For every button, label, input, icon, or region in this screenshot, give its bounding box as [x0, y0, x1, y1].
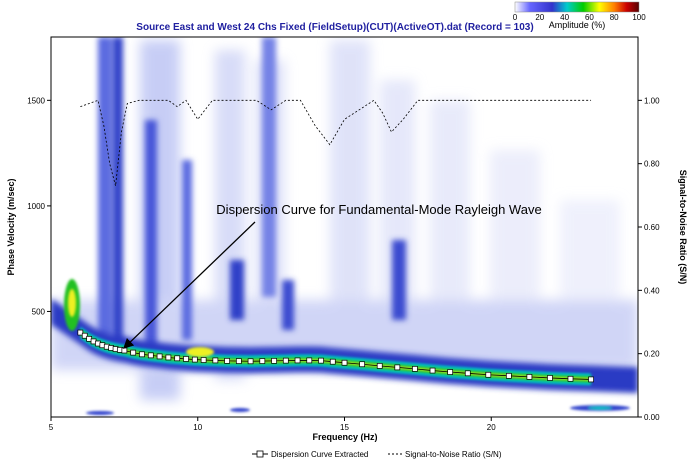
amp-stripe	[282, 280, 294, 330]
legend: Dispersion Curve Extracted Signal-to-Noi…	[252, 450, 502, 459]
x-axis-ticks: 5 10 15 20	[49, 417, 496, 432]
plot-area	[51, 37, 638, 417]
amp-stripe	[113, 37, 123, 347]
dispersion-point	[165, 354, 172, 361]
dispersion-curve-series	[77, 329, 594, 383]
legend-marker-dispersion	[256, 450, 264, 458]
y-tick-label: 1000	[27, 202, 45, 211]
snr-series	[80, 99, 592, 186]
amp-stripe	[230, 260, 244, 320]
dispersion-point	[271, 357, 277, 364]
dispersion-point	[329, 358, 336, 365]
dispersion-point	[318, 357, 324, 364]
dispersion-point	[485, 371, 492, 378]
legend-label-dispersion: Dispersion Curve Extracted	[271, 450, 368, 459]
chart-title: Source East and West 24 Chs Fixed (Field…	[136, 22, 533, 33]
dispersion-point	[306, 357, 313, 364]
legend-label-snr: Signal-to-Noise Ratio (S/N)	[405, 450, 502, 459]
y2-tick-label: 0.00	[644, 413, 660, 422]
colorbar-tick-label: 80	[610, 13, 619, 22]
noise-spots	[86, 405, 630, 415]
colorbar: 0 20 40 60 80 100 Amplitude (%)	[513, 1, 646, 30]
y2-tick-label: 0.80	[644, 160, 660, 169]
dispersion-point	[235, 358, 242, 364]
dispersion-point	[359, 361, 365, 368]
snr-line	[80, 99, 592, 186]
amplitude-stripes	[98, 37, 406, 350]
annotation-arrow	[123, 221, 256, 349]
x-axis-label: Frequency (Hz)	[312, 432, 377, 442]
colorbar-gradient	[514, 1, 640, 13]
noise-spot	[588, 406, 612, 410]
dispersion-point	[588, 376, 594, 383]
amplitude-background	[51, 40, 638, 400]
y2-axis-ticks: 0.00 0.20 0.40 0.60 0.80 1.00	[638, 96, 660, 422]
y-tick-label: 500	[32, 307, 46, 316]
dispersion-point	[183, 356, 189, 362]
amp-stripe	[98, 37, 112, 337]
y2-axis-label: Signal-to-Noise Ratio (S/N)	[678, 170, 688, 285]
y2-tick-label: 0.40	[644, 286, 660, 295]
dispersion-point	[447, 369, 454, 375]
amp-stripe	[262, 37, 276, 297]
dispersion-point	[121, 347, 128, 354]
dispersion-point	[224, 357, 230, 364]
colorbar-tick-label: 0	[513, 13, 518, 22]
y2-tick-label: 0.60	[644, 223, 660, 232]
amp-stripe	[182, 160, 192, 340]
x-tick-label: 5	[49, 423, 54, 432]
dispersion-point	[139, 351, 145, 358]
dispersion-point	[247, 358, 254, 365]
annotation-text: Dispersion Curve for Fundamental-Mode Ra…	[216, 202, 541, 217]
dispersion-point	[174, 355, 181, 362]
dispersion-point	[147, 352, 154, 359]
y2-tick-label: 0.20	[644, 350, 660, 359]
dispersion-point	[341, 359, 348, 366]
dispersion-point	[156, 353, 163, 360]
amp-stripe	[145, 120, 157, 350]
dispersion-point	[412, 366, 418, 372]
noise-spot	[230, 408, 250, 412]
dispersion-point	[130, 349, 137, 356]
y2-tick-label: 1.00	[644, 96, 660, 105]
colorbar-ticks: 0 20 40 60 80 100	[513, 13, 646, 22]
dispersion-point	[464, 370, 471, 377]
dispersion-point	[282, 357, 289, 364]
energy-peak-core	[68, 289, 76, 317]
noise-spot	[86, 411, 114, 415]
energy-peak-2	[186, 347, 214, 357]
dispersion-point	[81, 332, 88, 339]
colorbar-tick-label: 100	[632, 13, 646, 22]
dispersion-point	[526, 374, 533, 380]
dispersion-point	[294, 357, 301, 364]
x-tick-label: 10	[193, 423, 202, 432]
dispersion-point	[191, 356, 198, 363]
y-axis-label: Phase Velocity (m/sec)	[6, 178, 16, 275]
x-tick-label: 20	[487, 423, 496, 432]
y-tick-label: 1500	[27, 96, 45, 105]
dispersion-point	[376, 363, 383, 369]
x-tick-label: 15	[340, 423, 349, 432]
y-axis-ticks: 500 1000 1500	[27, 96, 51, 316]
dispersion-point	[429, 367, 436, 374]
dispersion-point	[77, 329, 84, 336]
colorbar-label: Amplitude (%)	[549, 20, 606, 30]
dispersion-point	[200, 357, 207, 363]
colorbar-tick-label: 60	[585, 13, 594, 22]
annotation: Dispersion Curve for Fundamental-Mode Ra…	[123, 202, 542, 349]
colorbar-tick-label: 20	[535, 13, 544, 22]
colorbar-tick-label: 40	[560, 13, 569, 22]
dispersion-point	[394, 364, 401, 371]
amp-stripe	[392, 240, 406, 320]
dispersion-point	[567, 375, 574, 382]
dispersion-point	[547, 375, 553, 381]
dispersion-point	[259, 358, 266, 364]
dispersion-point	[212, 357, 219, 364]
dispersion-point	[506, 372, 512, 379]
